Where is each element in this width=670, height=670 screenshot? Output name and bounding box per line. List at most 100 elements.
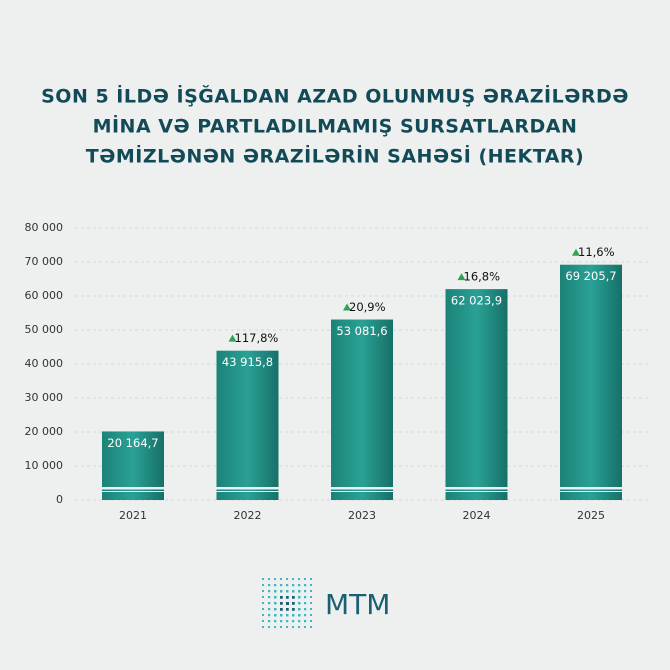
bar <box>560 264 622 500</box>
value-label: 20 164,7 <box>107 436 158 450</box>
logo-dot <box>310 578 312 580</box>
logo-dot <box>262 614 264 616</box>
logo-dot <box>262 578 264 580</box>
up-arrow <box>457 273 466 281</box>
logo-icon <box>262 578 312 628</box>
logo-dot <box>274 596 277 599</box>
logo-dot <box>268 584 271 587</box>
bar-stripe <box>560 487 622 490</box>
growth-label: 11,6% <box>578 245 615 259</box>
logo-dot <box>262 590 264 592</box>
y-tick-label: 40 000 <box>25 357 64 370</box>
logo-dot <box>310 596 312 598</box>
y-tick-label: 50 000 <box>25 323 64 336</box>
x-tick-label: 2025 <box>577 509 605 522</box>
logo-dot <box>292 608 295 611</box>
logo-dot <box>292 584 295 587</box>
x-tick-label: 2021 <box>119 509 147 522</box>
y-tick-label: 70 000 <box>25 255 64 268</box>
logo-dot <box>304 608 307 611</box>
logo-dot <box>304 602 307 605</box>
bar-stripe <box>216 487 279 490</box>
logo-dot <box>280 608 283 611</box>
logo-dot <box>292 614 295 617</box>
bar <box>331 319 393 500</box>
logo-dot <box>268 626 270 628</box>
growth-label: 117,8% <box>235 331 279 345</box>
logo-dot <box>268 596 271 599</box>
chart-title: SON 5 İLDƏ İŞĞALDAN AZAD OLUNMUŞ ƏRAZİLƏ… <box>41 84 629 108</box>
bar-stripe <box>331 487 393 490</box>
logo-dot <box>310 614 312 616</box>
up-arrow <box>572 248 580 256</box>
logo-dot <box>262 584 264 586</box>
bar-stripe <box>445 487 508 490</box>
logo-dot <box>310 584 312 586</box>
logo-dot <box>310 602 312 604</box>
logo-dot <box>274 584 277 587</box>
value-label: 53 081,6 <box>336 324 387 338</box>
logo-dot <box>298 578 300 580</box>
logo-dot <box>280 614 283 617</box>
logo-dot <box>286 584 289 587</box>
x-tick-label: 2022 <box>234 509 262 522</box>
logo-dot <box>298 608 301 611</box>
logo-dot <box>280 626 282 628</box>
logo-dot <box>304 620 307 623</box>
logo-dot <box>298 590 301 593</box>
logo-dot <box>298 596 301 599</box>
logo-dot <box>262 602 264 604</box>
logo-dot <box>292 626 294 628</box>
logo-dot <box>310 620 312 622</box>
logo-dot <box>304 590 307 593</box>
logo-dot <box>280 596 283 599</box>
logo-dot <box>286 626 288 628</box>
logo-dot <box>274 602 277 605</box>
logo-dot <box>280 590 283 593</box>
logo-dot <box>262 608 264 610</box>
y-tick-label: 80 000 <box>25 221 64 234</box>
logo-dot <box>292 578 294 580</box>
logo-dot <box>286 608 289 611</box>
chart-title: MİNA VƏ PARTLADILMAMIŞ SURSATLARDAN <box>93 114 578 138</box>
logo-dot <box>310 590 312 592</box>
bar-stripe <box>331 491 393 492</box>
logo-dot <box>292 602 295 605</box>
bar-stripe <box>560 491 622 492</box>
logo-dot <box>268 602 271 605</box>
bar <box>445 289 508 500</box>
growth-label: 20,9% <box>349 300 386 314</box>
logo-dot <box>280 602 283 605</box>
y-tick-label: 10 000 <box>25 459 64 472</box>
logo-dot <box>268 608 271 611</box>
x-tick-label: 2023 <box>348 509 376 522</box>
logo-dot <box>304 578 306 580</box>
bar-stripe <box>102 487 164 490</box>
logo-dot <box>262 596 264 598</box>
logo-dot <box>274 608 277 611</box>
logo-dot <box>268 614 271 617</box>
logo-dot <box>262 620 264 622</box>
logo-dot <box>286 578 288 580</box>
bar <box>216 350 279 500</box>
logo-dot <box>304 626 306 628</box>
logo-dot <box>304 596 307 599</box>
logo-dot <box>310 626 312 628</box>
up-arrow <box>343 303 351 311</box>
growth-label: 16,8% <box>464 270 501 284</box>
logo-dot <box>304 584 307 587</box>
logo-dot <box>268 590 271 593</box>
logo-dot <box>262 626 264 628</box>
logo-text: MTM <box>325 588 390 621</box>
logo-dot <box>298 620 301 623</box>
chart-title: TƏMİZLƏNƏN ƏRAZİLƏRİN SAHƏSİ (HEKTAR) <box>86 144 585 168</box>
y-tick-label: 0 <box>56 493 63 506</box>
logo-dot <box>292 620 295 623</box>
logo-dot <box>280 584 283 587</box>
up-arrow <box>228 334 237 342</box>
logo-dot <box>292 596 295 599</box>
logo-dot <box>268 578 270 580</box>
logo-dot <box>298 626 300 628</box>
y-tick-label: 30 000 <box>25 391 64 404</box>
